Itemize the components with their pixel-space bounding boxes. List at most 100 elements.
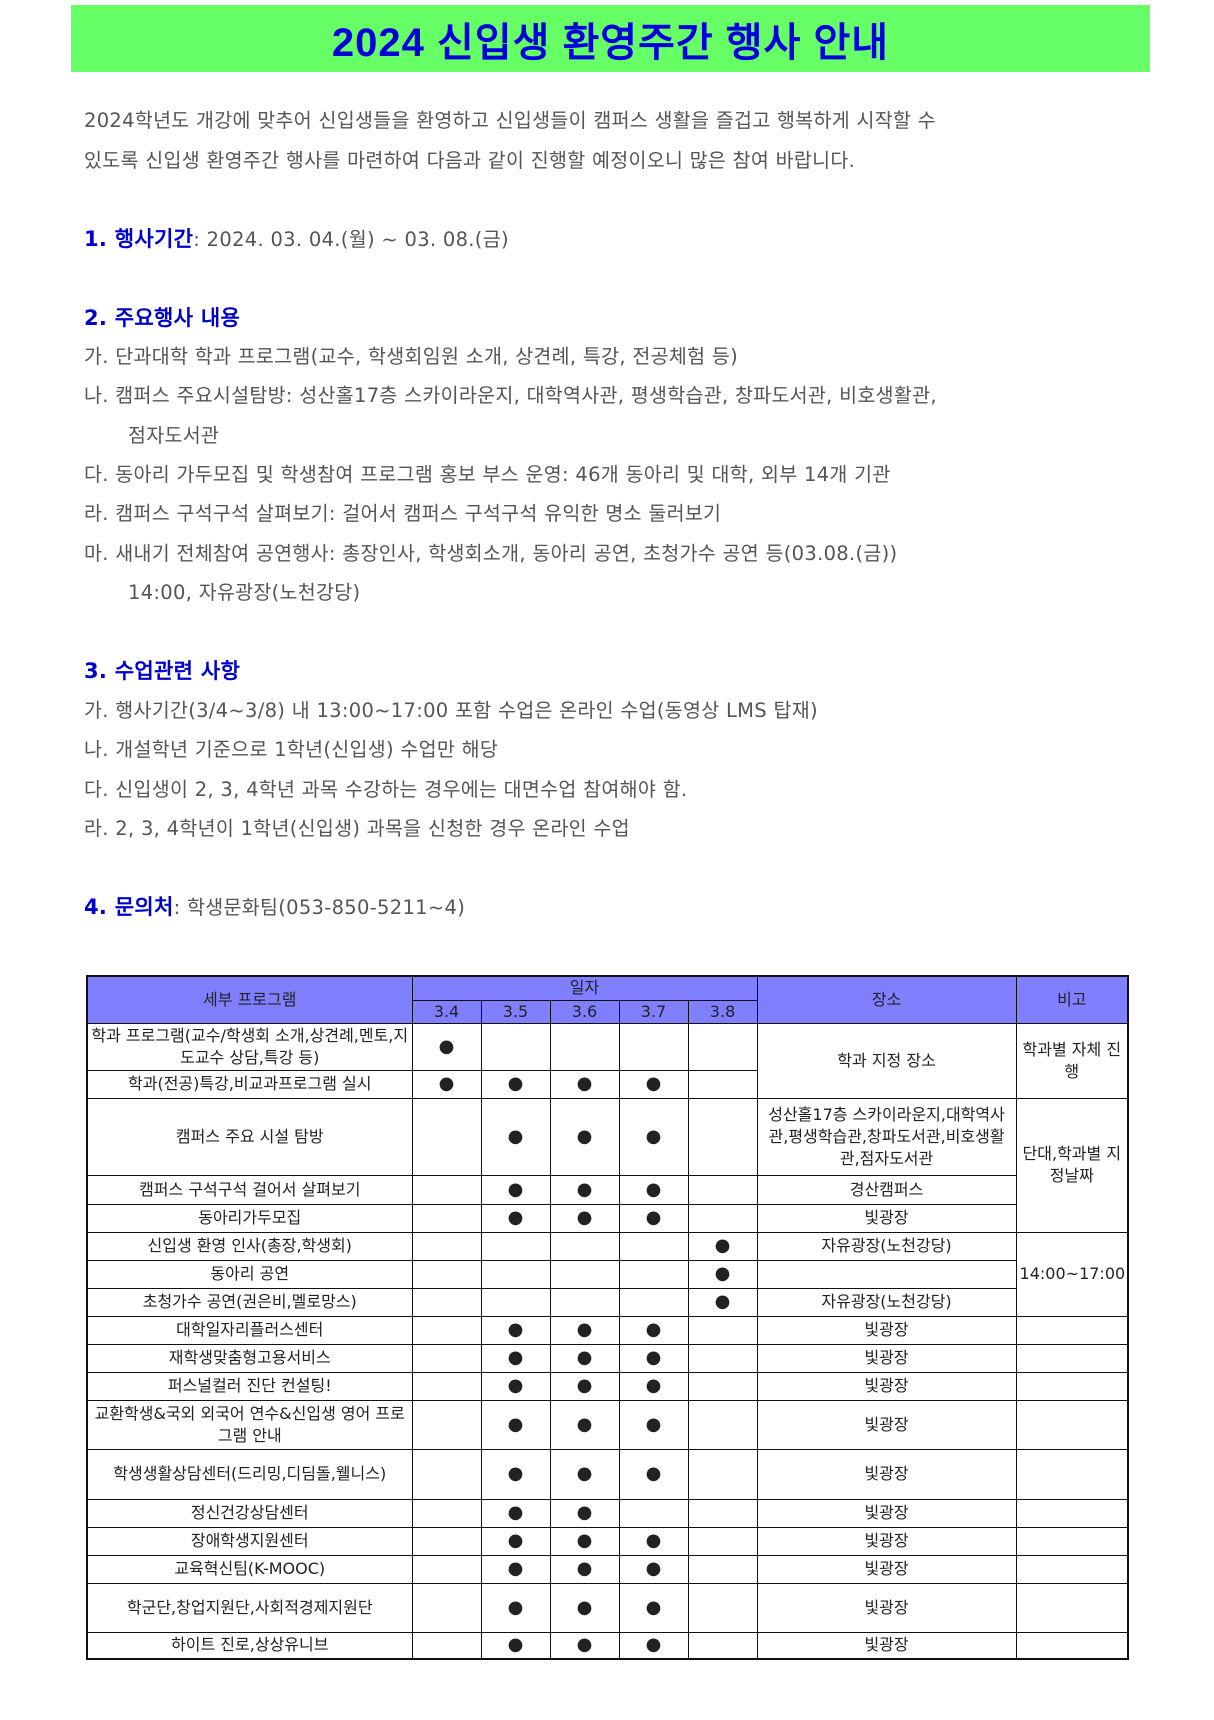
place-cell: 학과 지정 장소 bbox=[756, 1022, 1017, 1099]
note-cell bbox=[1015, 1498, 1129, 1528]
scheduled-dot: ● bbox=[618, 1631, 689, 1660]
table-row: 학생생활상담센터(드리밍,디딤돌,웰니스) ● ● ● 빛광장 bbox=[86, 1448, 1129, 1500]
place-cell: 성산홀17층 스카이라운지,대학역사관,평생학습관,창파도서관,비호생활관,점자… bbox=[756, 1097, 1017, 1176]
date-cell bbox=[411, 1343, 482, 1373]
scheduled-dot: ● bbox=[687, 1259, 758, 1289]
program-cell: 동아리가두모집 bbox=[86, 1203, 413, 1233]
contact-text: : 학생문화팀(053-850-5211~4) bbox=[173, 896, 466, 919]
date-cell bbox=[687, 1174, 758, 1205]
date-cell bbox=[687, 1315, 758, 1345]
list-item: 라. 캠퍼스 구석구석 살펴보기: 걸어서 캠퍼스 구석구석 유익한 명소 둘러… bbox=[84, 502, 722, 525]
scheduled-dot: ● bbox=[480, 1399, 551, 1450]
scheduled-dot: ● bbox=[480, 1498, 551, 1528]
place-cell: 경산캠퍼스 bbox=[756, 1174, 1017, 1205]
list-item: 나. 개설학년 기준으로 1학년(신입생) 수업만 해당 bbox=[84, 738, 499, 761]
date-cell bbox=[687, 1526, 758, 1556]
scheduled-dot: ● bbox=[618, 1526, 689, 1556]
program-cell: 정신건강상담센터 bbox=[86, 1498, 413, 1528]
scheduled-dot: ● bbox=[480, 1343, 551, 1373]
scheduled-dot: ● bbox=[480, 1371, 551, 1401]
date-cell bbox=[480, 1231, 551, 1261]
table-row: 퍼스널컬러 진단 컨설팅! ● ● ● 빛광장 bbox=[86, 1371, 1129, 1401]
date-cell bbox=[411, 1399, 482, 1450]
list-item: 라. 2, 3, 4학년이 1학년(신입생) 과목을 신청한 경우 온라인 수업 bbox=[84, 817, 630, 840]
table-row: 캠퍼스 구석구석 걸어서 살펴보기 ● ● ● 경산캠퍼스 bbox=[86, 1174, 1128, 1205]
program-cell: 학생생활상담센터(드리밍,디딤돌,웰니스) bbox=[86, 1448, 413, 1500]
list-item: 14:00, 자유광장(노천강당) bbox=[128, 581, 361, 604]
scheduled-dot: ● bbox=[549, 1631, 620, 1660]
date-cell bbox=[411, 1287, 482, 1317]
date-cell bbox=[549, 1231, 620, 1261]
program-cell: 신입생 환영 인사(총장,학생회) bbox=[86, 1231, 413, 1261]
scheduled-dot: ● bbox=[549, 1448, 620, 1500]
program-cell: 교환학생&국외 외국어 연수&신입생 영어 프로그램 안내 bbox=[86, 1399, 413, 1450]
place-cell bbox=[756, 1259, 1017, 1289]
place-cell: 빛광장 bbox=[756, 1498, 1017, 1528]
place-cell: 빛광장 bbox=[756, 1399, 1017, 1450]
date-cell bbox=[687, 1631, 758, 1660]
note-cell bbox=[1015, 1399, 1129, 1450]
date-cell bbox=[687, 1022, 758, 1071]
scheduled-dot: ● bbox=[549, 1174, 620, 1205]
scheduled-dot: ● bbox=[549, 1203, 620, 1233]
list-item: 가. 단과대학 학과 프로그램(교수, 학생회임원 소개, 상견례, 특강, 전… bbox=[84, 345, 738, 368]
date-cell bbox=[687, 1448, 758, 1500]
program-cell: 재학생맞춤형고용서비스 bbox=[86, 1343, 413, 1373]
program-cell: 학군단,창업지원단,사회적경제지원단 bbox=[86, 1582, 413, 1633]
scheduled-dot: ● bbox=[618, 1069, 689, 1099]
scheduled-dot: ● bbox=[549, 1343, 620, 1373]
table-row: 정신건강상담센터 ● ● 빛광장 bbox=[86, 1498, 1129, 1528]
table-row: 신입생 환영 인사(총장,학생회) ● 자유광장(노천강당) 14:00~17:00 bbox=[86, 1231, 1129, 1317]
header-date-3.6: 3.6 bbox=[549, 999, 620, 1024]
date-cell bbox=[411, 1554, 482, 1584]
note-cell: 단대,학과별 지정날짜 bbox=[1015, 1097, 1129, 1233]
date-cell bbox=[687, 1097, 758, 1176]
program-cell: 퍼스널컬러 진단 컨설팅! bbox=[86, 1371, 413, 1401]
date-cell bbox=[687, 1343, 758, 1373]
scheduled-dot: ● bbox=[618, 1371, 689, 1401]
header-date-3.8: 3.8 bbox=[687, 999, 758, 1024]
scheduled-dot: ● bbox=[411, 1022, 482, 1071]
note-cell bbox=[1015, 1315, 1129, 1345]
scheduled-dot: ● bbox=[480, 1582, 551, 1633]
date-cell bbox=[549, 1022, 620, 1071]
section-heading: 2. 주요행사 내용 bbox=[84, 306, 241, 330]
date-cell bbox=[687, 1498, 758, 1528]
table-row: 동아리가두모집 ● ● ● 빛광장 bbox=[86, 1203, 1128, 1233]
scheduled-dot: ● bbox=[549, 1526, 620, 1556]
scheduled-dot: ● bbox=[480, 1097, 551, 1176]
note-cell: 14:00~17:00 bbox=[1015, 1231, 1129, 1317]
date-cell bbox=[687, 1399, 758, 1450]
note-cell bbox=[1015, 1343, 1129, 1373]
scheduled-dot: ● bbox=[549, 1554, 620, 1584]
scheduled-dot: ● bbox=[618, 1203, 689, 1233]
list-item: 나. 캠퍼스 주요시설탐방: 성산홀17층 스카이라운지, 대학역사관, 평생학… bbox=[84, 384, 937, 407]
scheduled-dot: ● bbox=[618, 1174, 689, 1205]
scheduled-dot: ● bbox=[480, 1315, 551, 1345]
place-cell: 빛광장 bbox=[756, 1631, 1017, 1660]
list-item: 점자도서관 bbox=[128, 424, 220, 447]
scheduled-dot: ● bbox=[618, 1554, 689, 1584]
date-cell bbox=[480, 1259, 551, 1289]
schedule-table: 세부 프로그램 일자 장소 비고 3.4 3.5 3.6 3.7 3.8 학과 프로그램… bbox=[86, 975, 1130, 1660]
section-heading: 4. 문의처 bbox=[84, 895, 174, 919]
program-cell: 캠퍼스 구석구석 걸어서 살펴보기 bbox=[86, 1174, 413, 1205]
scheduled-dot: ● bbox=[549, 1582, 620, 1633]
header-program: 세부 프로그램 bbox=[86, 975, 413, 1024]
date-cell bbox=[549, 1259, 620, 1289]
place-cell: 빛광장 bbox=[756, 1343, 1017, 1373]
date-cell bbox=[411, 1526, 482, 1556]
date-cell bbox=[480, 1287, 551, 1317]
place-cell: 자유광장(노천강당) bbox=[756, 1287, 1017, 1317]
date-cell bbox=[411, 1498, 482, 1528]
header-date: 일자 bbox=[411, 975, 758, 1001]
table-row: 초청가수 공연(권은비,멜로망스) ● 자유광장(노천강당) bbox=[86, 1287, 1128, 1317]
scheduled-dot: ● bbox=[687, 1231, 758, 1261]
date-cell bbox=[618, 1287, 689, 1317]
list-item: 마. 새내기 전체참여 공연행사: 총장인사, 학생회소개, 동아리 공연, 초… bbox=[84, 542, 898, 565]
list-item: 다. 신입생이 2, 3, 4학년 과목 수강하는 경우에는 대면수업 참여해야… bbox=[84, 778, 688, 801]
scheduled-dot: ● bbox=[411, 1069, 482, 1099]
date-cell bbox=[411, 1371, 482, 1401]
header-place: 장소 bbox=[756, 975, 1017, 1024]
table-row: 학군단,창업지원단,사회적경제지원단 ● ● ● 빛광장 bbox=[86, 1582, 1129, 1633]
